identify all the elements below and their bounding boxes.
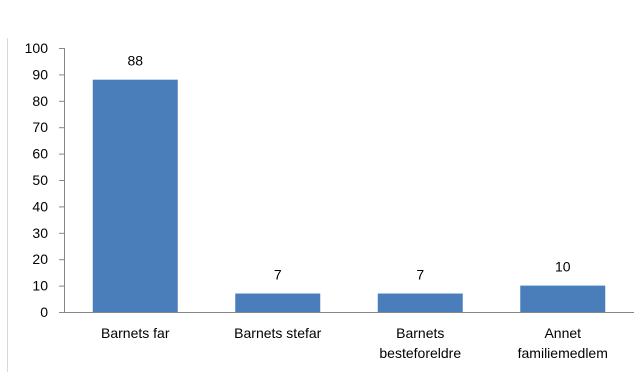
category-label: Barnets far: [101, 325, 170, 341]
y-tick-label: 20: [32, 251, 48, 267]
y-tick-label: 80: [32, 93, 48, 109]
bar: [235, 293, 321, 312]
category-label: Barnets besteforeldre: [379, 325, 461, 361]
bar: [92, 79, 178, 313]
category-labels: Barnets far Barnets stefar Barnets bestefor…: [101, 325, 608, 361]
y-tick-label: 30: [32, 225, 48, 241]
data-label: 88: [127, 53, 143, 69]
y-tick-label: 50: [32, 172, 48, 188]
y-tick-label: 60: [32, 146, 48, 162]
y-tick-label: 70: [32, 119, 48, 135]
y-tick-label: 10: [32, 278, 48, 294]
data-labels: 88 7 7 10: [127, 53, 570, 283]
y-tick-label: 90: [32, 66, 48, 82]
bar: [377, 293, 463, 312]
data-label: 10: [555, 259, 571, 275]
y-tick-label: 40: [32, 198, 48, 214]
data-label: 7: [416, 267, 424, 283]
bars: [92, 79, 606, 313]
y-axis: 0 10 20 30 40 50 60 70 80 90 100: [25, 40, 65, 320]
y-tick-label: 0: [40, 304, 48, 320]
y-tick-label: 100: [25, 40, 49, 56]
data-label: 7: [274, 267, 282, 283]
bar: [520, 285, 606, 312]
category-label: Annet familiemedlem: [518, 325, 608, 361]
category-label: Barnets stefar: [234, 325, 321, 341]
